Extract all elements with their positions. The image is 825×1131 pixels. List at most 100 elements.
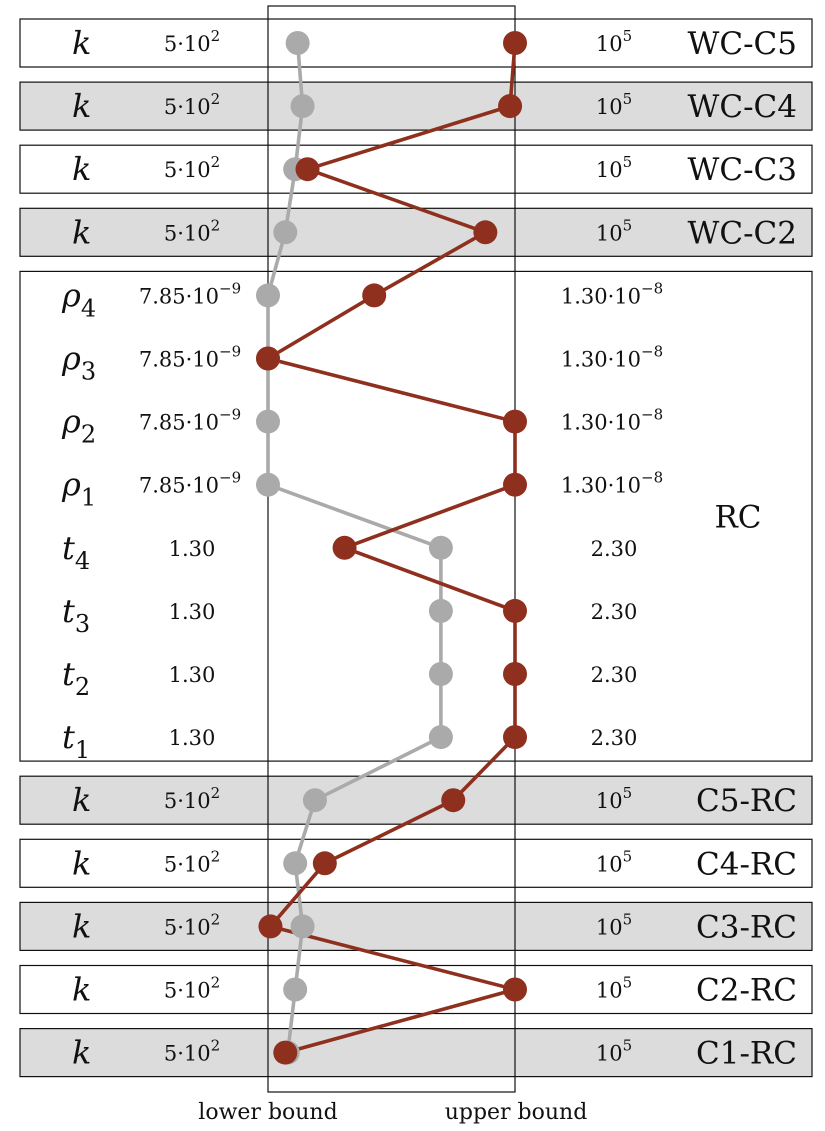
red-series-point — [256, 346, 280, 371]
upper-bound-exponent: 5 — [623, 974, 633, 992]
grey-series-point — [256, 283, 280, 308]
grey-series-point — [290, 94, 315, 119]
upper-bound-exponent: 5 — [623, 90, 633, 108]
lower-bound-exponent: −9 — [219, 406, 241, 424]
group-band — [19, 838, 813, 888]
grey-series-point — [256, 472, 280, 497]
lower-bound-value: 1.30 — [169, 600, 216, 624]
lower-bound-exponent: −9 — [219, 469, 241, 487]
lower-bound-exponent: 2 — [211, 784, 221, 802]
upper-bound-value: 2.30 — [591, 600, 638, 624]
group-label: RC — [714, 499, 761, 535]
group-label: WC-C2 — [688, 215, 798, 251]
upper-bound-exponent: −8 — [641, 469, 663, 487]
group-label: C5-RC — [696, 783, 797, 819]
parameter-symbol: k — [72, 844, 91, 882]
red-series-point — [503, 662, 527, 686]
lower-bound-value: 1.30 — [169, 726, 216, 750]
lower-bound-value: 1.30 — [169, 537, 216, 561]
parameter-symbol: k — [72, 24, 91, 62]
red-series-point — [332, 535, 357, 560]
grey-series-point — [428, 662, 453, 686]
group-band — [19, 270, 813, 762]
upper-bound-exponent: −8 — [641, 406, 663, 424]
upper-bound-exponent: 5 — [623, 910, 633, 928]
group-band — [19, 207, 813, 257]
upper-bound-value: 1.30·10−8 — [561, 469, 663, 498]
parameter-subscript: 2 — [81, 421, 96, 449]
parameter-symbol: k — [72, 87, 91, 125]
lower-bound-exponent: −9 — [219, 279, 241, 297]
parameter-subscript: 3 — [75, 610, 90, 638]
upper-bound-value: 2.30 — [591, 537, 638, 561]
upper-bound-exponent: 5 — [623, 784, 633, 802]
grey-series-point — [283, 851, 308, 876]
group-label: C3-RC — [696, 909, 797, 945]
red-series-point — [258, 914, 283, 939]
grey-series-point — [256, 409, 280, 434]
lower-bound-exponent: 2 — [211, 974, 221, 992]
series-points — [256, 31, 527, 1065]
red-series-point — [503, 31, 527, 55]
parameter-symbol: k — [72, 907, 91, 945]
red-series-point — [273, 1040, 298, 1065]
lower-bound-value: 5·102 — [164, 1037, 220, 1066]
parameter-symbol: k — [72, 1034, 91, 1072]
red-series-point — [312, 851, 337, 876]
parameter-subscript: 4 — [81, 294, 96, 322]
parameter-symbol: k — [72, 971, 91, 1009]
lower-bound-exponent: −9 — [219, 343, 241, 361]
grey-series-point — [283, 977, 308, 1002]
group-label: C2-RC — [696, 973, 797, 1009]
parameter-subscript: 1 — [81, 484, 96, 512]
upper-bound-exponent: 5 — [623, 216, 633, 234]
group-band — [19, 81, 813, 131]
upper-bound-exponent: −8 — [641, 279, 663, 297]
red-series-point — [503, 977, 527, 1002]
parameter-subscript: 2 — [75, 673, 90, 701]
grey-series-point — [285, 31, 310, 55]
upper-bound-exponent: 5 — [623, 847, 633, 865]
red-series-point — [295, 157, 320, 182]
group-band — [19, 1027, 813, 1078]
red-series-point — [503, 598, 527, 623]
upper-bound-exponent: 5 — [623, 153, 633, 171]
lower-bound-exponent: 2 — [211, 90, 221, 108]
group-label: WC-C3 — [688, 152, 798, 188]
upper-bound-exponent: −8 — [641, 343, 663, 361]
lower-bound-exponent: 2 — [211, 27, 221, 45]
group-label: WC-C5 — [688, 26, 798, 62]
upper-bound-label: upper bound — [445, 1100, 588, 1125]
parameter-symbol: k — [72, 213, 91, 251]
red-series-point — [503, 725, 527, 750]
grey-series-point — [290, 914, 315, 939]
red-series-point — [441, 788, 466, 813]
lower-bound-exponent: 2 — [211, 910, 221, 928]
lower-bound-exponent: 2 — [211, 153, 221, 171]
group-band — [19, 144, 813, 194]
group-label: WC-C4 — [688, 89, 798, 125]
red-series-point — [362, 283, 387, 308]
parameter-subscript: 1 — [75, 736, 90, 764]
lower-bound-value: 1.30 — [169, 663, 216, 687]
grey-series-point — [428, 535, 453, 560]
red-series-point — [498, 94, 523, 119]
upper-bound-exponent: 5 — [623, 1037, 633, 1055]
parameter-symbol: k — [72, 150, 91, 188]
group-label: C4-RC — [696, 846, 797, 882]
group-bands: WC-C5 WC-C4 WC-C3 WC-C2 RC C5-RC C4-RC C3-RC C2-… — [19, 18, 813, 1078]
grey-series-point — [302, 788, 327, 813]
group-band — [19, 901, 813, 952]
lower-bound-exponent: 2 — [211, 847, 221, 865]
upper-bound-value: 2.30 — [591, 663, 638, 687]
red-series-point — [503, 472, 527, 497]
lower-bound-exponent: 2 — [211, 216, 221, 234]
grey-series-point — [428, 725, 453, 750]
group-band — [19, 964, 813, 1015]
lower-bound-exponent: 2 — [211, 1037, 221, 1055]
red-series-point — [473, 220, 498, 245]
group-band — [19, 18, 813, 68]
upper-bound-exponent: 5 — [623, 27, 633, 45]
